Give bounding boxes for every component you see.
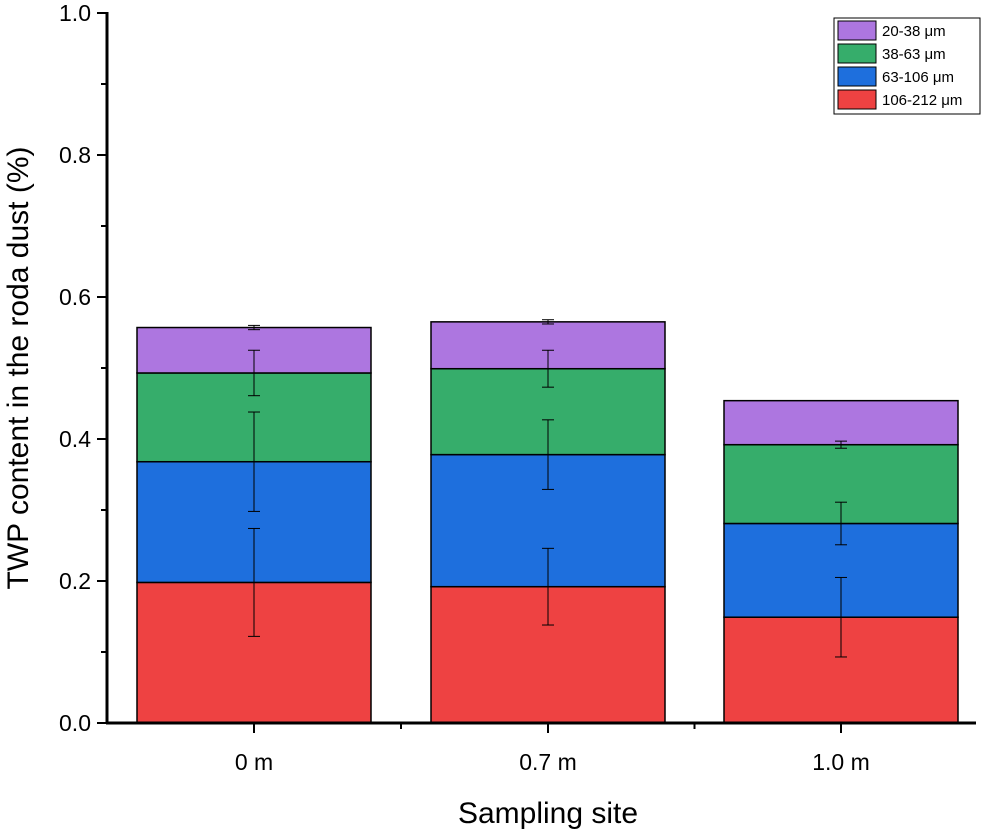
y-tick-label: 0.0 [59,710,91,736]
error-bar [542,547,554,626]
error-bar [248,411,260,512]
legend-item: 38-63 μm [837,43,946,64]
y-tick-label: 0.6 [59,284,91,310]
y-tick-label: 0.4 [59,426,91,452]
legend-swatch [837,89,877,110]
legend-swatch [837,43,877,64]
x-tick-label: 0.7 m [519,749,577,775]
error-bar [835,440,847,449]
error-bar [835,501,847,546]
legend-item: 20-38 μm [837,20,946,41]
legend-label: 20-38 μm [882,23,946,40]
y-tick-label: 0.8 [59,142,91,168]
error-bar [542,319,554,325]
legend: 20-38 μm 38-63 μm 63-106 μm 106-212 μm [833,17,981,115]
axis-titles: Sampling site TWP content in the roda du… [2,147,638,830]
error-bar [248,527,260,637]
error-bar [248,324,260,331]
y-tick-label: 1.0 [59,0,91,26]
legend-label: 106-212 μm [882,92,962,109]
x-tick-label: 1.0 m [812,749,870,775]
legend-swatch [837,66,877,87]
y-axis-title: TWP content in the roda dust (%) [2,147,35,590]
legend-item: 106-212 μm [837,89,962,110]
error-bar [542,349,554,388]
axes-layer: 0.0 0.2 0.4 0.6 0.8 1.0 0 m 0.7 m 1.0 m [59,0,976,775]
legend-label: 63-106 μm [882,69,954,86]
error-bar [248,349,260,397]
error-bars-layer [248,319,847,658]
error-bar [835,576,847,658]
bar-segment [723,399,959,446]
error-bar [542,419,554,490]
legend-swatch [837,20,877,41]
legend-item: 63-106 μm [837,66,954,87]
x-axis-title: Sampling site [458,797,638,830]
legend-label: 38-63 μm [882,46,946,63]
x-tick-label: 0 m [235,749,273,775]
y-tick-label: 0.2 [59,568,91,594]
